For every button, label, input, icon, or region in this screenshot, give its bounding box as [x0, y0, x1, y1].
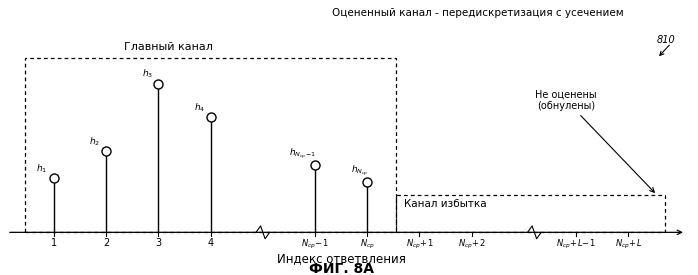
Text: $N_{cp}\!-\!1$: $N_{cp}\!-\!1$ [302, 238, 329, 251]
Text: 810: 810 [657, 35, 676, 45]
Text: 4: 4 [207, 238, 214, 248]
Text: $N_{cp}$: $N_{cp}$ [359, 238, 375, 251]
Text: $h_4$: $h_4$ [194, 101, 205, 114]
Text: 3: 3 [156, 238, 161, 248]
Text: $N_{cp}\!+\!L$: $N_{cp}\!+\!L$ [615, 238, 642, 251]
Text: $N_{cp}\!+\!L\!-\!1$: $N_{cp}\!+\!L\!-\!1$ [556, 238, 596, 251]
Bar [25, 58, 396, 232]
Text: $h_3$: $h_3$ [142, 68, 153, 80]
Text: $h_1$: $h_1$ [36, 163, 47, 175]
Text: Индекс ответвления: Индекс ответвления [276, 252, 406, 265]
Text: $N_{cp}\!+\!1$: $N_{cp}\!+\!1$ [406, 238, 433, 251]
Text: Не оценены
(обнулены): Не оценены (обнулены) [535, 89, 654, 192]
Text: $h_{N_{cp}\!-\!1}$: $h_{N_{cp}\!-\!1}$ [289, 147, 316, 161]
Text: $N_{cp}\!+\!2$: $N_{cp}\!+\!2$ [458, 238, 485, 251]
Bar [396, 195, 665, 232]
Text: ФИГ. 8А: ФИГ. 8А [309, 262, 373, 275]
Text: $h_{N_{cp}}$: $h_{N_{cp}}$ [350, 164, 368, 178]
Text: Оцененный канал - передискретизация с усечением: Оцененный канал - передискретизация с ус… [332, 8, 624, 18]
Text: $h_2$: $h_2$ [89, 135, 101, 148]
Text: Главный канал: Главный канал [124, 42, 214, 52]
Text: 1: 1 [51, 238, 57, 248]
Text: Канал избытка: Канал избытка [404, 199, 487, 208]
Text: 2: 2 [103, 238, 110, 248]
